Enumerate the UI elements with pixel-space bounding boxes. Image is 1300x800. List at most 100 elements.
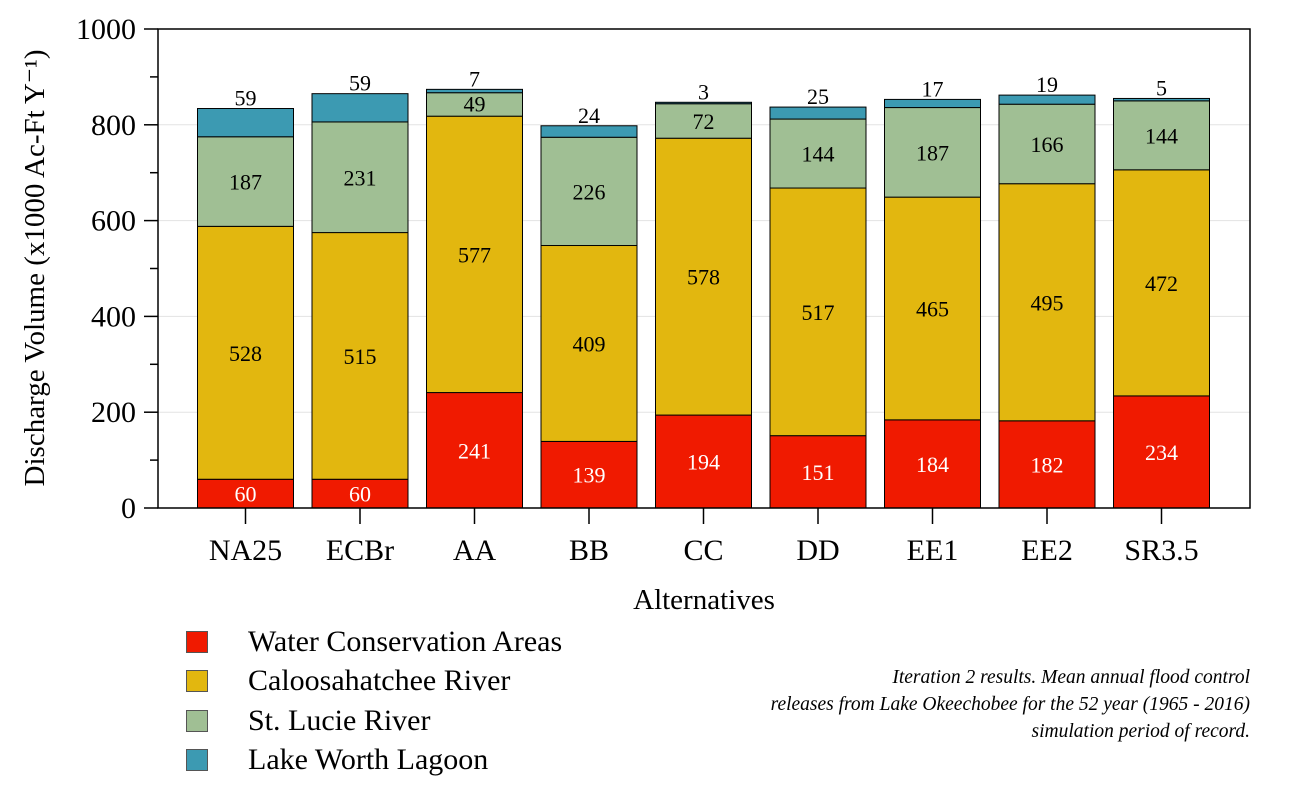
bar-segment (1113, 97, 1210, 102)
data-label: 5 (1156, 75, 1167, 100)
legend: Water Conservation Areas Caloosahatchee R… (186, 622, 562, 780)
bar-segment (998, 94, 1096, 105)
bar-segment (998, 183, 1096, 422)
y-tick-label: 400 (91, 300, 136, 333)
bar-segment (884, 98, 981, 109)
bar-segment (769, 187, 867, 437)
data-labels: 60 528 187 59 60 515 231 59 241 577 497 139 409 226 24… (229, 66, 1178, 506)
bar-segment (540, 136, 638, 247)
bar-segment (311, 121, 409, 234)
legend-swatch (186, 709, 208, 732)
y-tick-label: 200 (91, 396, 136, 429)
bar-segment (655, 103, 752, 139)
data-label: 528 (229, 341, 262, 366)
data-label: 3 (698, 79, 709, 104)
bar-segment (655, 137, 752, 416)
x-tick-label: DD (796, 534, 839, 567)
data-label: 151 (802, 460, 835, 485)
legend-item: Lake Worth Lagoon (186, 741, 562, 781)
axes: 0 200 400 600 800 1000 NA25 ECBr AA BB CC DD EE1 EE2 S… (76, 13, 1199, 567)
data-label: 144 (1145, 123, 1178, 148)
bar-segment (884, 419, 981, 509)
data-label: 465 (916, 296, 949, 321)
caption: Iteration 2 results. Mean annual flood c… (610, 664, 1250, 745)
bar-segment (655, 414, 752, 509)
data-label: 49 (464, 92, 486, 117)
data-label: 72 (693, 109, 715, 134)
data-label: 234 (1145, 440, 1178, 465)
legend-swatch (186, 670, 208, 693)
x-tick-label: NA25 (209, 534, 282, 567)
data-label: 139 (573, 463, 606, 488)
data-label: 517 (802, 300, 835, 325)
data-label: 60 (235, 482, 257, 507)
data-label: 495 (1031, 290, 1064, 315)
bar-segment (311, 93, 409, 123)
x-tick-label: SR3.5 (1124, 534, 1198, 567)
x-tick-label: CC (683, 534, 723, 567)
data-label: 187 (229, 170, 262, 195)
bar-segment (655, 101, 752, 105)
data-label: 187 (916, 140, 949, 165)
bar-segment (998, 420, 1096, 509)
data-label: 226 (573, 179, 606, 204)
bar-segment (197, 108, 294, 138)
bar-segment (426, 392, 523, 509)
bar-segment (311, 232, 409, 480)
data-label: 7 (469, 66, 480, 91)
legend-label: Lake Worth Lagoon (248, 743, 489, 777)
legend-item: Water Conservation Areas (186, 622, 562, 662)
bar-segment (197, 136, 294, 227)
bar-segment (884, 196, 981, 421)
bars (197, 88, 1210, 509)
x-tick-label: BB (569, 534, 609, 567)
legend-swatch (186, 630, 208, 653)
data-label: 241 (458, 438, 491, 463)
bar-segment (197, 225, 294, 480)
legend-swatch (186, 749, 208, 772)
data-label: 166 (1031, 132, 1064, 157)
y-axis-title: Discharge Volume (x1000 Ac-Ft Y⁻¹) (19, 50, 51, 487)
bar-segment (1113, 169, 1210, 397)
data-label: 17 (922, 76, 944, 101)
bar-segment (426, 88, 523, 94)
data-label: 409 (573, 331, 606, 356)
data-label: 515 (344, 344, 377, 369)
y-tick-label: 600 (91, 205, 136, 238)
data-label: 182 (1031, 452, 1064, 477)
bar-segment (540, 440, 638, 509)
x-tick-label: EE2 (1021, 534, 1073, 567)
bar-segment (884, 107, 981, 198)
y-tick-label: 0 (121, 492, 136, 525)
x-tick-label: EE1 (907, 534, 959, 567)
bar-segment (769, 118, 867, 189)
bar-segment (540, 125, 638, 138)
x-axis-title: Alternatives (633, 584, 775, 616)
data-label: 24 (578, 103, 600, 128)
data-label: 60 (349, 482, 371, 507)
x-tick-label: ECBr (326, 534, 394, 567)
y-tick-label: 800 (91, 109, 136, 142)
legend-label: Caloosahatchee River (248, 664, 511, 698)
data-label: 184 (916, 452, 949, 477)
caption-line-3: simulation period of record. (1031, 721, 1250, 742)
bar-segment (197, 478, 294, 509)
bar-segment (311, 478, 409, 509)
caption-line-1: Iteration 2 results. Mean annual flood c… (892, 667, 1250, 688)
data-label: 577 (458, 242, 491, 267)
data-label: 194 (687, 450, 720, 475)
y-tick-label: 1000 (76, 13, 136, 46)
data-label: 231 (344, 165, 377, 190)
legend-label: St. Lucie River (248, 703, 431, 737)
data-label: 144 (802, 142, 835, 167)
bar-segment (769, 435, 867, 509)
legend-item: St. Lucie River (186, 701, 562, 741)
x-tick-label: AA (453, 534, 497, 567)
data-label: 472 (1145, 271, 1178, 296)
caption-line-2: releases from Lake Okeechobee for the 52… (770, 694, 1250, 715)
bar-segment (769, 106, 867, 120)
legend-label: Water Conservation Areas (248, 624, 563, 658)
legend-item: Caloosahatchee River (186, 662, 562, 702)
data-label: 59 (349, 71, 371, 96)
